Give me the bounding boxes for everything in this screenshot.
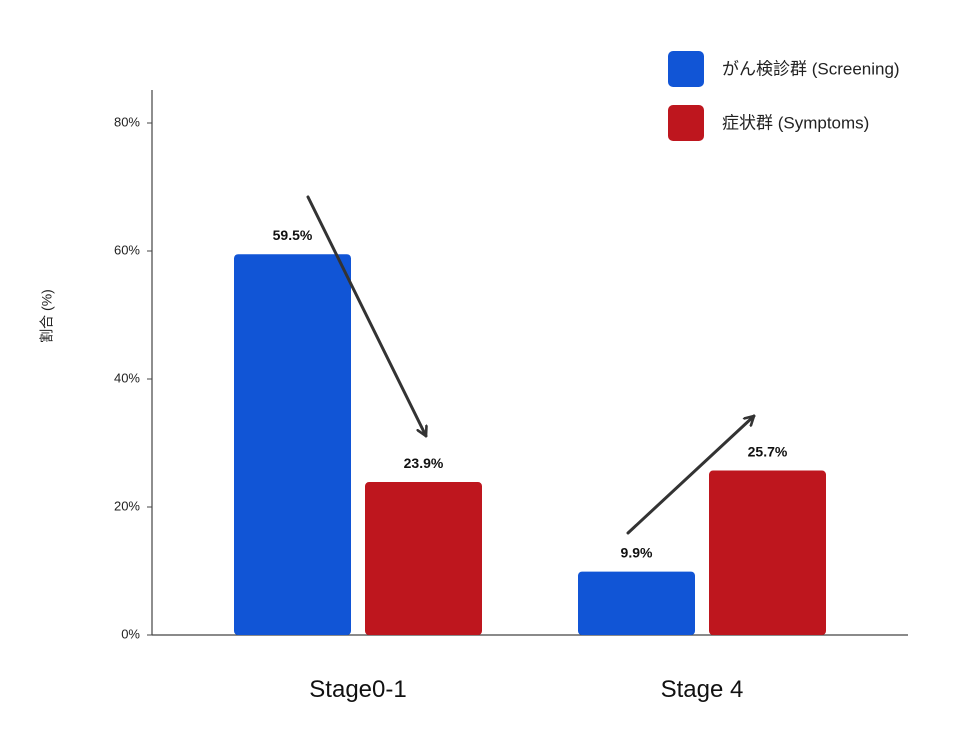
legend-swatch [668, 51, 704, 87]
y-tick-label: 40% [114, 370, 140, 385]
legend-label: がん検診群 (Screening) [722, 59, 900, 78]
bar [709, 470, 826, 635]
data-label: 9.9% [621, 545, 653, 561]
category-labels: Stage0-1 Stage 4 [309, 676, 743, 703]
data-label: 23.9% [404, 455, 444, 471]
category-label: Stage0-1 [309, 676, 406, 703]
legend-swatch [668, 105, 704, 141]
y-tick-label: 0% [121, 626, 140, 641]
trend-arrow-down [306, 195, 426, 438]
bar [365, 482, 482, 635]
trend-arrows [306, 195, 756, 535]
bar [234, 254, 351, 635]
category-label: Stage 4 [661, 676, 744, 703]
bars [234, 254, 826, 635]
data-label: 59.5% [273, 227, 313, 243]
y-tick-label: 80% [114, 114, 140, 129]
y-tick-label: 60% [114, 242, 140, 257]
data-labels: 59.5% 23.9% 9.9% 25.7% [273, 227, 788, 560]
legend-label: 症状群 (Symptoms) [722, 113, 869, 132]
bar [578, 571, 695, 635]
legend: がん検診群 (Screening) 症状群 (Symptoms) [668, 51, 900, 141]
y-axis-title: 割合 (%) [39, 289, 55, 343]
y-ticks: 0% 20% 40% 60% 80% [114, 114, 152, 641]
trend-arrow-up [626, 414, 756, 535]
y-tick-label: 20% [114, 498, 140, 513]
data-label: 25.7% [748, 444, 788, 460]
